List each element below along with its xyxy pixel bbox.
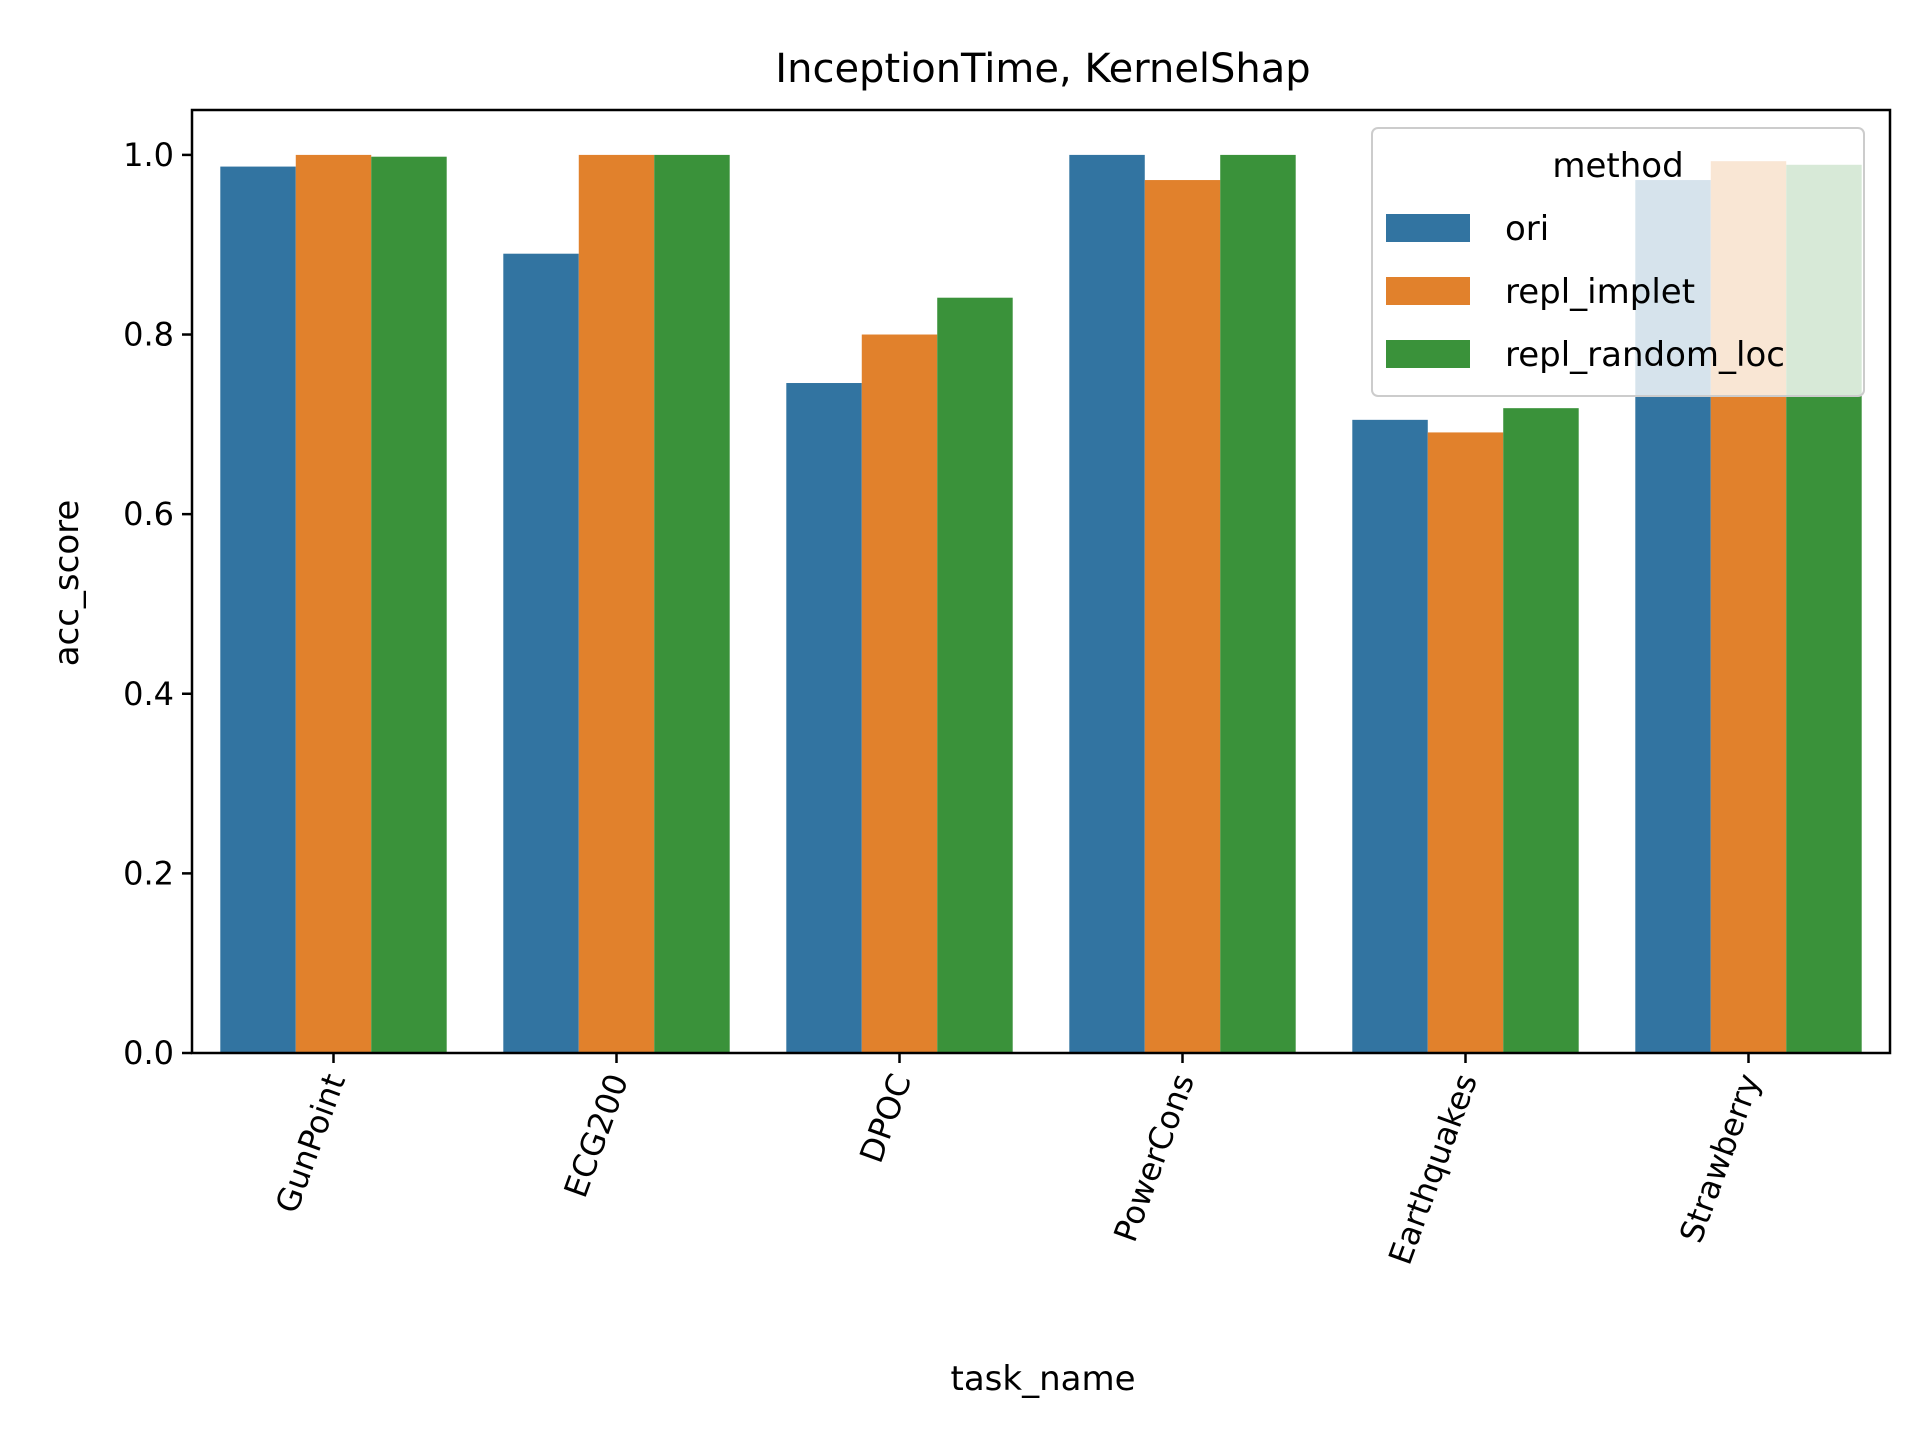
y-axis-title: acc_score xyxy=(47,500,87,667)
bar-ori-Earthquakes xyxy=(1352,419,1428,1054)
bar-ori-PowerCons xyxy=(1069,154,1145,1053)
y-tick-label: 1.0 xyxy=(123,136,174,174)
y-tick-label: 0.2 xyxy=(123,854,174,892)
bar-ori-GunPoint xyxy=(220,166,296,1053)
chart-title: InceptionTime, KernelShap xyxy=(775,46,1310,92)
y-tick-label: 0.6 xyxy=(123,495,174,533)
x-tick-label-ECG200: ECG200 xyxy=(556,1069,636,1203)
legend-items: ori repl_implet repl_random_loc xyxy=(1386,209,1785,375)
y-axis: 0.0 0.2 0.4 0.6 0.8 1.0 xyxy=(123,136,192,1072)
legend-label-ori: ori xyxy=(1505,209,1549,249)
x-axis-title: task_name xyxy=(951,1359,1136,1399)
bar-repl_implet-GunPoint xyxy=(295,154,372,1053)
y-tick-label: 0.0 xyxy=(123,1034,174,1072)
x-axis: GunPoint ECG200 DPOC PowerCons Earthquakes St… xyxy=(268,1053,1768,1269)
y-tick-label: 0.4 xyxy=(123,675,174,713)
bar-ori-ECG200 xyxy=(503,253,579,1053)
bar-repl_random_loc-ECG200 xyxy=(654,154,730,1053)
x-tick-label-GunPoint: GunPoint xyxy=(268,1069,353,1218)
y-tick-label: 0.8 xyxy=(123,316,174,354)
bar-ori-DPOC xyxy=(786,383,862,1053)
bar-repl_random_loc-Earthquakes xyxy=(1503,408,1579,1053)
bar-repl_random_loc-GunPoint xyxy=(371,156,447,1053)
bars-layer xyxy=(220,154,1862,1054)
plot-frame-rect xyxy=(190,108,1892,1055)
bar-repl_random_loc-PowerCons xyxy=(1220,154,1296,1053)
x-tick-label-PowerCons: PowerCons xyxy=(1106,1069,1202,1247)
legend-title: method xyxy=(1552,146,1683,186)
legend-swatch-ori xyxy=(1386,214,1470,242)
x-tick-label-Strawberry: Strawberry xyxy=(1672,1069,1768,1248)
plot-frame xyxy=(190,108,1892,1055)
legend-box xyxy=(1371,127,1865,397)
legend-swatch-repl_implet xyxy=(1386,277,1470,305)
legend-swatch-repl_random_loc xyxy=(1386,340,1470,368)
legend-label-repl_random_loc: repl_random_loc xyxy=(1505,335,1785,375)
legend: method ori repl_implet repl_random_loc xyxy=(1371,127,1865,397)
x-tick-label-Earthquakes: Earthquakes xyxy=(1381,1069,1485,1270)
bar-repl_implet-PowerCons xyxy=(1144,180,1221,1054)
x-tick-label-DPOC: DPOC xyxy=(852,1069,919,1168)
legend-label-repl_implet: repl_implet xyxy=(1505,272,1695,312)
bar-repl_implet-ECG200 xyxy=(578,154,655,1053)
bar-repl_implet-DPOC xyxy=(861,334,938,1053)
bar-repl_random_loc-DPOC xyxy=(937,297,1013,1053)
bar-repl_implet-Earthquakes xyxy=(1427,432,1504,1053)
